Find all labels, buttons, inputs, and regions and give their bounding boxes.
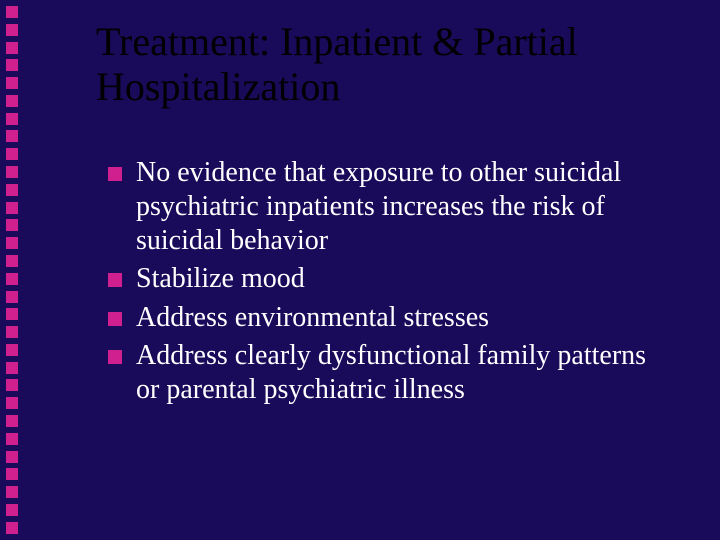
- side-square: [6, 344, 18, 356]
- side-decoration: [6, 0, 20, 540]
- side-square: [6, 6, 18, 18]
- side-square: [6, 113, 18, 125]
- side-square: [6, 77, 18, 89]
- bullet-item: Stabilize mood: [108, 262, 670, 296]
- side-square: [6, 504, 18, 516]
- side-square: [6, 59, 18, 71]
- slide: Treatment: Inpatient & Partial Hospitali…: [0, 0, 720, 540]
- side-square: [6, 308, 18, 320]
- side-square: [6, 415, 18, 427]
- side-square: [6, 486, 18, 498]
- side-square: [6, 291, 18, 303]
- side-square: [6, 130, 18, 142]
- side-square: [6, 397, 18, 409]
- side-square: [6, 326, 18, 338]
- side-square: [6, 219, 18, 231]
- bullet-marker-icon: [108, 312, 122, 326]
- side-square: [6, 273, 18, 285]
- slide-title: Treatment: Inpatient & Partial Hospitali…: [96, 20, 680, 110]
- side-square: [6, 24, 18, 36]
- side-square: [6, 451, 18, 463]
- side-square: [6, 184, 18, 196]
- slide-body: No evidence that exposure to other suici…: [108, 156, 670, 411]
- side-square: [6, 148, 18, 160]
- side-square: [6, 237, 18, 249]
- bullet-item: Address environmental stresses: [108, 301, 670, 335]
- side-square: [6, 362, 18, 374]
- bullet-marker-icon: [108, 167, 122, 181]
- bullet-text: No evidence that exposure to other suici…: [136, 156, 670, 258]
- side-square: [6, 95, 18, 107]
- side-square: [6, 433, 18, 445]
- bullet-text: Stabilize mood: [136, 262, 670, 296]
- bullet-item: Address clearly dysfunctional family pat…: [108, 339, 670, 407]
- bullet-marker-icon: [108, 350, 122, 364]
- bullet-text: Address clearly dysfunctional family pat…: [136, 339, 670, 407]
- side-square: [6, 379, 18, 391]
- side-square: [6, 522, 18, 534]
- side-square: [6, 255, 18, 267]
- bullet-text: Address environmental stresses: [136, 301, 670, 335]
- side-square: [6, 202, 18, 214]
- bullet-item: No evidence that exposure to other suici…: [108, 156, 670, 258]
- bullet-marker-icon: [108, 273, 122, 287]
- side-square: [6, 42, 18, 54]
- side-square: [6, 468, 18, 480]
- side-square: [6, 166, 18, 178]
